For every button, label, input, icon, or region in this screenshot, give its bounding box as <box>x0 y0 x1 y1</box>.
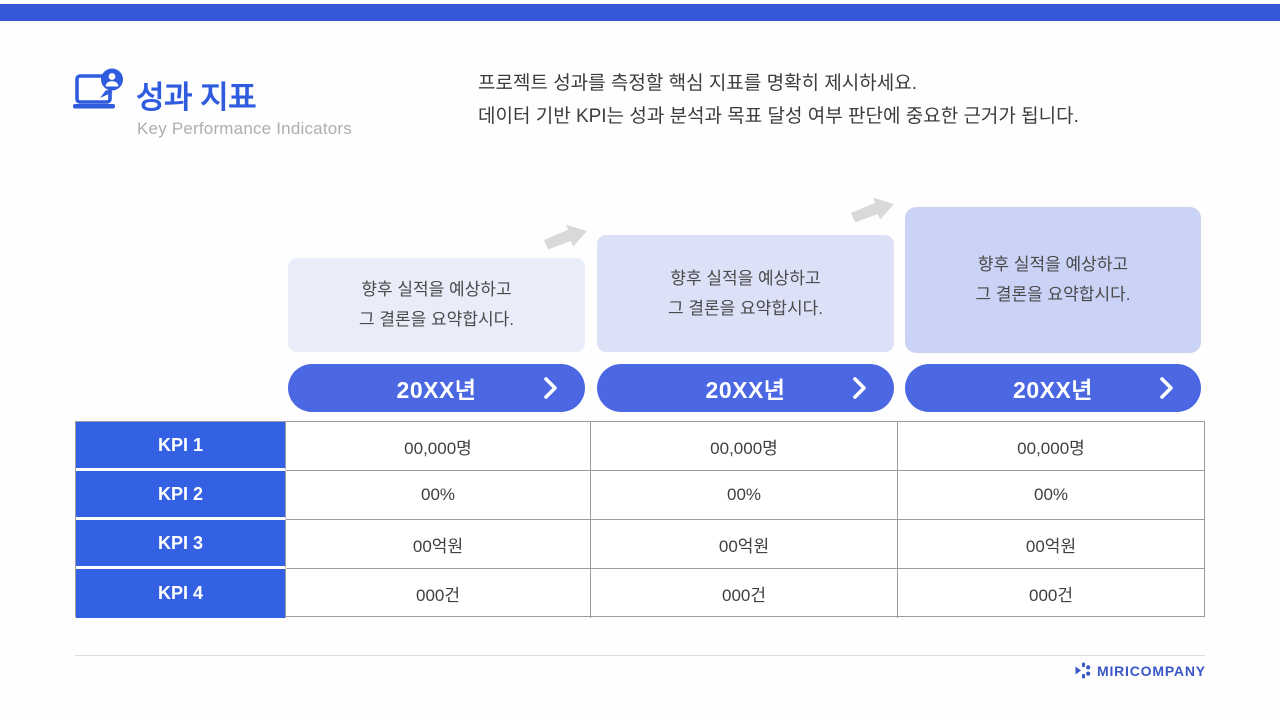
kpi-row-label: KPI 4 <box>76 569 286 618</box>
kpi-value-cell: 000건 <box>1028 586 1073 605</box>
year-button-2-label: 20XX년 <box>705 377 786 403</box>
kpi-table: KPI 1 00,000명 00,000명 00,000명 KPI 2 00% … <box>75 421 1205 618</box>
top-accent-bar <box>0 4 1280 21</box>
callout-1-line-2: 그 결론을 요약합시다. <box>359 310 514 329</box>
callout-3-line-2: 그 결론을 요약합시다. <box>975 285 1131 304</box>
chevron-right-icon <box>853 377 866 399</box>
chevron-right-icon <box>1160 377 1173 399</box>
slide-description: 프로젝트 성과를 측정할 핵심 지표를 명확히 제시하세요. 데이터 기반 KP… <box>478 67 1079 133</box>
block-arrow-right-icon <box>850 197 894 223</box>
kpi-value-cell: 00% <box>591 471 898 520</box>
kpi-value-cell: 000건 <box>591 569 898 618</box>
kpi-row-label: KPI 3 <box>76 520 286 569</box>
footer-divider <box>75 655 1205 656</box>
chevron-right-icon <box>544 377 557 399</box>
kpi-row-label: KPI 1 <box>76 422 286 471</box>
kpi-value-cell: 00억원 <box>286 520 591 569</box>
callout-2-line-1: 향후 실적을 예상하고 <box>670 268 821 288</box>
callout-box-1: 향후 실적을 예상하고 그 결론을 요약합시다. <box>288 258 585 352</box>
kpi-row-label: KPI 2 <box>76 471 286 520</box>
year-button-2[interactable]: 20XX년 <box>597 364 894 412</box>
kpi-value-cell: 00,000명 <box>591 422 898 471</box>
description-line-2: 데이터 기반 KPI는 성과 분석과 목표 달성 여부 판단에 중요한 근거가 … <box>478 106 1079 127</box>
callout-1-line-1: 향후 실적을 예상하고 <box>361 280 512 299</box>
page-title: 성과 지표 <box>136 80 257 115</box>
brand-name: MIRICOMPANY <box>1097 662 1206 679</box>
year-button-3-label: 20XX년 <box>1013 377 1093 403</box>
asterisk-logo-icon <box>1075 662 1091 679</box>
callout-3-line-1: 향후 실적을 예상하고 <box>977 255 1129 274</box>
kpi-value-cell: 000건 <box>286 569 591 618</box>
kpi-value-cell: 00억원 <box>898 520 1204 569</box>
callout-box-2: 향후 실적을 예상하고 그 결론을 요약합시다. <box>597 235 894 352</box>
block-arrow-right-icon <box>543 224 587 250</box>
year-button-1[interactable]: 20XX년 <box>288 364 585 412</box>
kpi-value-cell: 00% <box>286 471 591 520</box>
kpi-value-cell: 00,000명 <box>898 422 1204 471</box>
callout-box-3: 향후 실적을 예상하고 그 결론을 요약합시다. <box>905 207 1201 353</box>
callout-2-line-2: 그 결론을 요약합시다. <box>668 298 823 318</box>
brand-logo: MIRICOMPANY <box>1074 662 1206 679</box>
kpi-value-cell: 00,000명 <box>286 422 591 471</box>
kpi-value-cell: 00억원 <box>591 520 898 569</box>
page-subtitle: Key Performance Indicators <box>137 119 352 138</box>
description-line-1: 프로젝트 성과를 측정할 핵심 지표를 명확히 제시하세요. <box>478 73 917 94</box>
laptop-person-bubble-icon <box>73 68 123 109</box>
year-button-1-label: 20XX년 <box>396 377 477 403</box>
kpi-value-cell: 00% <box>898 471 1204 520</box>
year-button-3[interactable]: 20XX년 <box>905 364 1201 412</box>
